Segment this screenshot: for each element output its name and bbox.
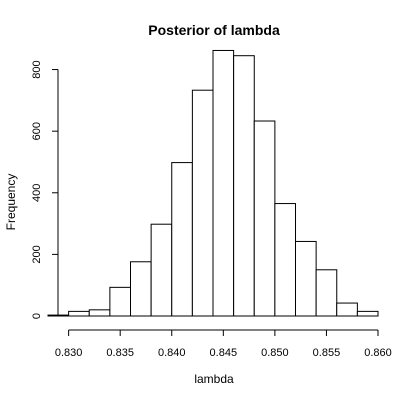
x-tick-label: 0.860 bbox=[364, 347, 392, 359]
histogram-bar bbox=[191, 89, 214, 317]
x-axis-ticks: 0.830 0.835 0.840 0.845 0.850 0.855 0.860 bbox=[55, 330, 392, 359]
x-tick-label: 0.855 bbox=[313, 347, 341, 359]
histogram-bar bbox=[253, 120, 276, 317]
x-tick-label: 0.830 bbox=[55, 347, 83, 359]
histogram-bar bbox=[88, 309, 111, 317]
histogram-bar bbox=[336, 302, 358, 317]
y-tick-label: 400 bbox=[31, 184, 43, 202]
y-axis-label: Frequency bbox=[4, 174, 18, 231]
histogram-bars bbox=[47, 49, 379, 317]
histogram-bar bbox=[68, 310, 90, 317]
x-tick-label: 0.835 bbox=[106, 347, 134, 359]
histogram-bar bbox=[212, 49, 235, 317]
histogram-bar bbox=[315, 269, 338, 317]
chart-title: Posterior of lambda bbox=[148, 22, 280, 38]
y-axis-ticks: 0 200 400 600 800 bbox=[31, 60, 58, 319]
histogram-bar bbox=[171, 162, 193, 317]
x-tick-label: 0.845 bbox=[210, 347, 238, 359]
x-axis-label: lambda bbox=[194, 372, 234, 386]
histogram-bar bbox=[274, 203, 297, 317]
y-tick-label: 800 bbox=[31, 60, 43, 78]
histogram-bar bbox=[233, 55, 255, 317]
y-tick-label: 600 bbox=[31, 122, 43, 140]
histogram-bar bbox=[130, 261, 152, 317]
x-tick-label: 0.850 bbox=[261, 347, 289, 359]
x-tick-label: 0.840 bbox=[158, 347, 186, 359]
histogram-bar bbox=[295, 240, 317, 317]
y-tick-label: 0 bbox=[31, 313, 43, 319]
histogram-bar bbox=[356, 310, 379, 317]
histogram-bar bbox=[109, 286, 132, 317]
y-tick-label: 200 bbox=[31, 245, 43, 263]
histogram-bar bbox=[150, 223, 173, 317]
